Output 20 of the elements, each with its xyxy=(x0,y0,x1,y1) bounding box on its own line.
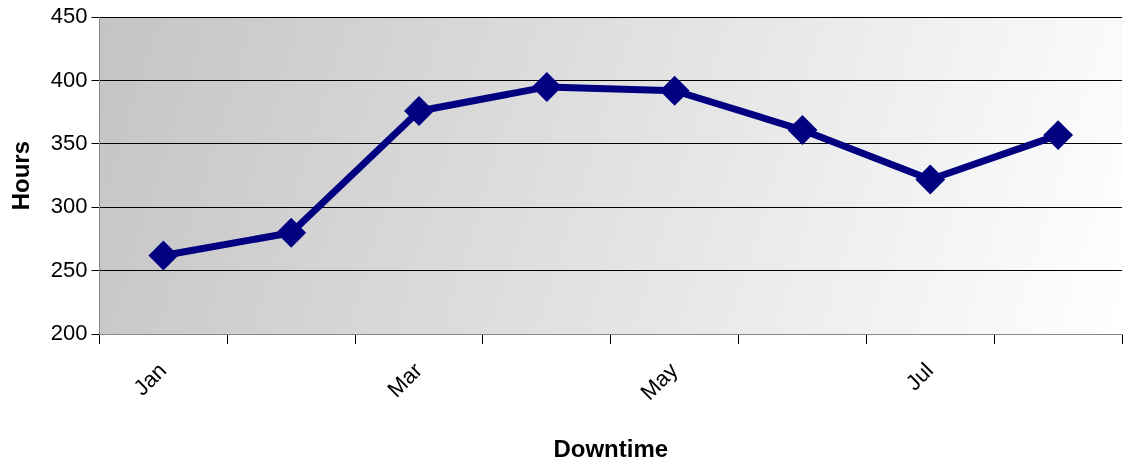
point xyxy=(661,77,689,105)
y-tick-label: 400 xyxy=(50,66,88,92)
point xyxy=(1044,121,1072,149)
y-tick-label: 450 xyxy=(50,3,88,29)
point xyxy=(533,73,561,101)
point xyxy=(149,242,177,270)
point xyxy=(277,219,305,247)
x-axis-title: Downtime xyxy=(553,435,669,463)
point xyxy=(405,97,433,125)
x-tick-label: Jul xyxy=(900,357,939,396)
point xyxy=(788,116,816,144)
y-tick-label: 350 xyxy=(50,130,88,156)
x-tick-label: Jan xyxy=(128,357,172,401)
y-tick-label: 300 xyxy=(50,193,88,219)
x-tick-label: May xyxy=(635,357,683,405)
y-axis-title: Hours xyxy=(7,141,35,211)
x-tick-label: Mar xyxy=(382,357,427,403)
y-tick-label: 250 xyxy=(50,256,88,282)
point xyxy=(916,165,944,193)
y-tick-label: 200 xyxy=(50,320,88,346)
